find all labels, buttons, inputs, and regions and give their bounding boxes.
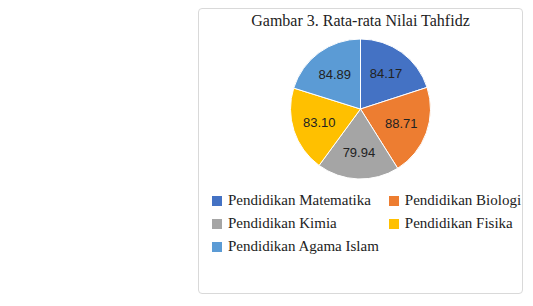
svg-text:79.94: 79.94 — [343, 145, 376, 160]
html-text:Pendidikan Matematika: Pendidikan Matematika — [228, 192, 371, 208]
svg-text:83.10: 83.10 — [303, 115, 336, 130]
svg-text:84.89: 84.89 — [319, 67, 352, 82]
html-text:Gambar 3. Rata-rata Nilai Tahf: Gambar 3. Rata-rata Nilai Tahfidz — [251, 12, 470, 29]
html-text:Pendidikan Agama Islam: Pendidikan Agama Islam — [228, 238, 379, 254]
svg-text:88.71: 88.71 — [385, 116, 418, 131]
html-text:Pendidikan Biologi: Pendidikan Biologi — [404, 192, 522, 208]
svg-text:84.17: 84.17 — [370, 66, 403, 81]
html-text:Pendidikan Kimia: Pendidikan Kimia — [228, 215, 337, 231]
html-text:Pendidikan Fisika: Pendidikan Fisika — [404, 215, 513, 231]
